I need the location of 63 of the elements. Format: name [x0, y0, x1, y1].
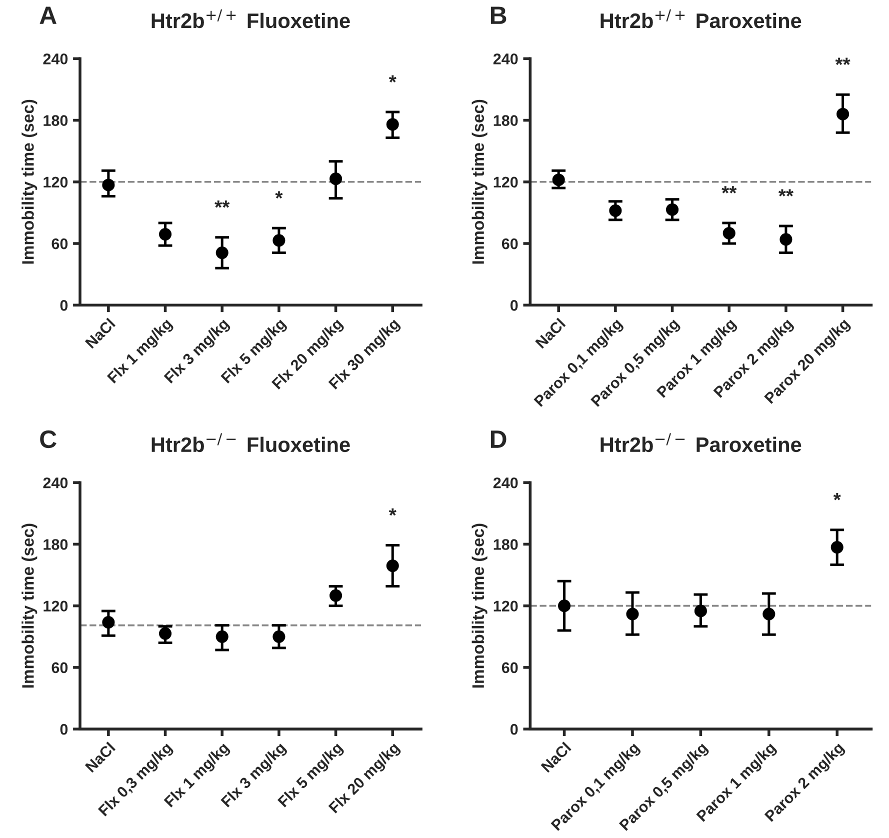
y-tick-label: 60	[502, 238, 518, 250]
data-label: *	[388, 75, 396, 82]
data-label: *	[388, 508, 396, 516]
y-tick-label: 120	[494, 176, 518, 188]
data-label: **	[722, 186, 737, 194]
y-axis-title: Immobility time (sec)	[22, 100, 38, 264]
point	[558, 600, 571, 612]
data-label: **	[778, 189, 794, 196]
chart-title: Htr2b$^{+/+}$ Fluoxetine	[152, 9, 350, 28]
y-tick-label: 180	[44, 115, 68, 126]
y-tick-label: 240	[493, 54, 518, 64]
point	[102, 178, 115, 192]
y-tick-label: 180	[494, 539, 518, 550]
y-tick-label: 0	[510, 724, 518, 735]
y-tick-label: 180	[494, 115, 518, 126]
y-axis-title: Immobility time (sec)	[472, 100, 488, 264]
chart-title: Htr2b$^{−/−}$ Fluoxetine	[152, 433, 350, 452]
text: D	[490, 430, 506, 448]
point	[762, 608, 776, 620]
point	[626, 608, 639, 620]
chart-title: Htr2b$^{+/+}$ Paroxetine	[600, 9, 802, 28]
data-label: *	[275, 191, 283, 198]
data-label: **	[835, 58, 850, 65]
point	[272, 234, 286, 247]
y-tick-label: 240	[493, 477, 518, 488]
point	[330, 589, 342, 602]
y-tick-label: 180	[44, 539, 68, 550]
y-tick-label: 120	[44, 600, 68, 612]
point	[216, 630, 228, 643]
point	[552, 174, 565, 186]
y-tick-label: 60	[502, 662, 518, 674]
point	[272, 630, 286, 643]
point	[386, 560, 399, 572]
point	[836, 108, 850, 120]
data-label: **	[214, 200, 230, 208]
point	[666, 203, 679, 216]
y-tick-label: 60	[52, 662, 68, 674]
point	[216, 246, 228, 260]
y-tick-label: 0	[60, 300, 68, 311]
point	[830, 541, 844, 554]
y-axis-title: Immobility time (sec)	[22, 524, 38, 688]
text: B	[490, 6, 506, 24]
y-tick-label: 60	[52, 238, 68, 250]
y-axis-title: Immobility time (sec)	[472, 524, 488, 688]
point	[780, 233, 792, 246]
text: C	[40, 430, 56, 448]
point	[386, 118, 399, 131]
chart-title: Htr2b$^{−/−}$ Paroxetine	[600, 433, 802, 452]
y-tick-label: 0	[60, 724, 68, 735]
y-tick-label: 240	[43, 54, 68, 64]
point	[609, 204, 622, 217]
point	[330, 172, 342, 186]
y-tick-label: 120	[44, 176, 68, 188]
text: A	[40, 6, 56, 24]
point	[102, 616, 115, 629]
data-label: *	[833, 492, 841, 500]
point	[722, 226, 736, 240]
y-tick-label: 0	[510, 300, 518, 311]
y-tick-label: 120	[494, 600, 518, 612]
point	[158, 627, 172, 640]
point	[158, 228, 172, 241]
y-tick-label: 240	[43, 477, 68, 488]
point	[694, 604, 707, 618]
